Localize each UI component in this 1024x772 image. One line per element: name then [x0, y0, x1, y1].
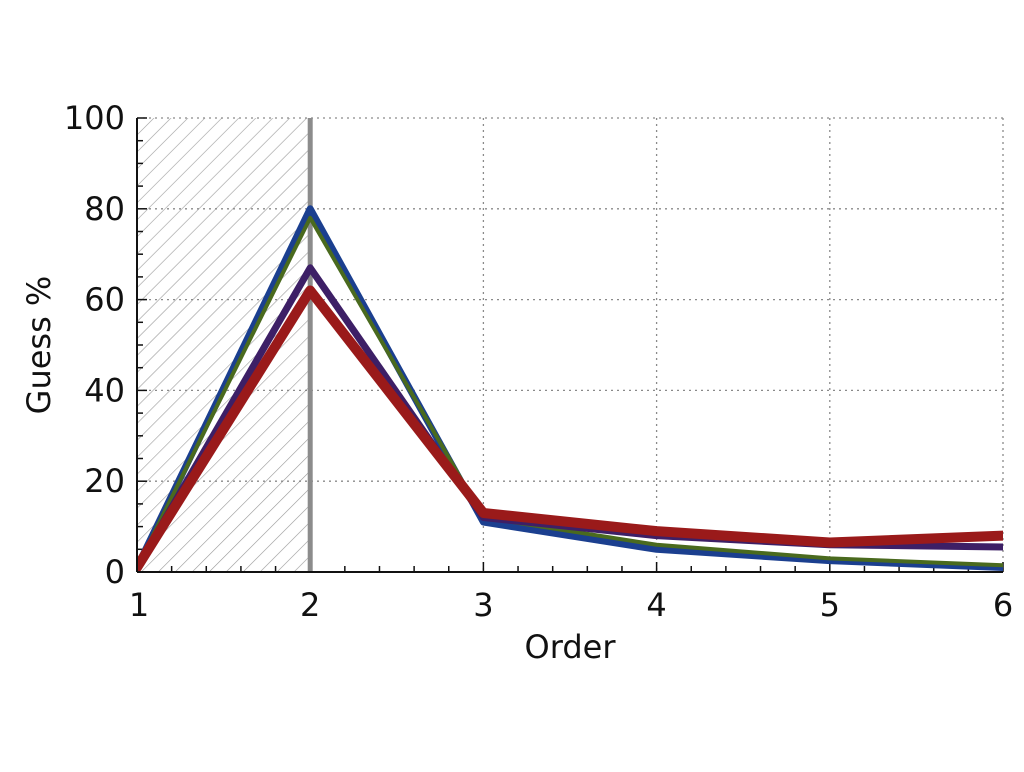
y-tick-label: 20	[84, 462, 125, 500]
y-tick-label: 80	[84, 190, 125, 228]
series-layer	[137, 205, 1003, 572]
series-line-1	[137, 285, 1003, 572]
x-tick-label: 2	[300, 586, 320, 624]
x-tick-label: 4	[646, 586, 666, 624]
series-line-4	[137, 205, 1003, 571]
x-tick-label: 3	[473, 586, 493, 624]
x-tick-label: 5	[820, 586, 840, 624]
x-tick-label: 1	[129, 586, 149, 624]
x-tick-label: 6	[993, 586, 1013, 624]
y-tick-label: 0	[105, 553, 125, 591]
x-tick-labels: 1 2 3 4 5 6	[129, 586, 1013, 624]
x-axis-title: Order	[525, 628, 617, 666]
y-tick-label: 100	[64, 99, 125, 137]
y-tick-label: 40	[84, 371, 125, 409]
y-tick-label: 60	[84, 281, 125, 319]
grid	[137, 117, 1004, 572]
y-axis-title: Guess %	[20, 276, 58, 415]
shaded-region	[137, 118, 311, 572]
series-line-3	[137, 215, 1003, 570]
y-tick-labels: 0 20 40 60 80 100	[64, 99, 125, 591]
